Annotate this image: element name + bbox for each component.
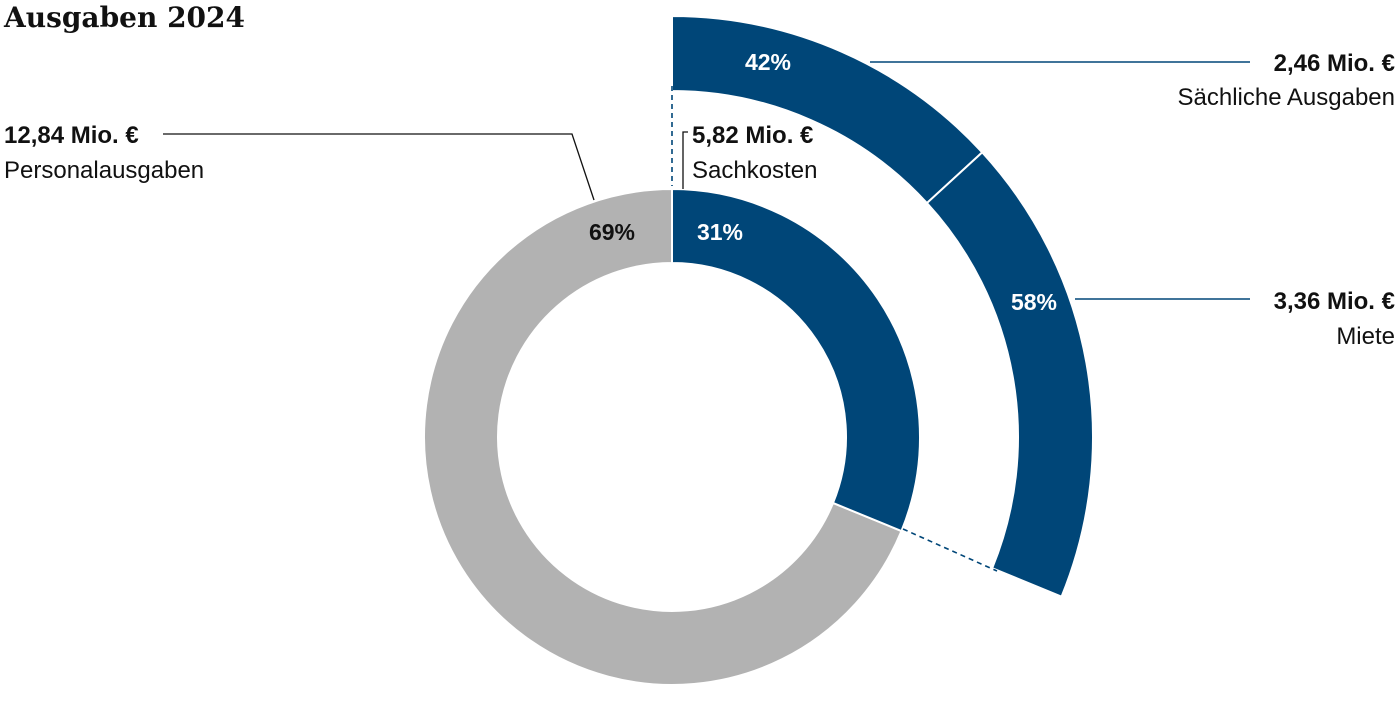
category-label-miete: Miete <box>1336 323 1395 350</box>
slice-personalausgaben <box>423 187 903 686</box>
value-label-sachkosten: 5,82 Mio. € <box>692 122 813 149</box>
value-label-saechliche-ausgaben: 2,46 Mio. € <box>1274 50 1395 77</box>
slice-sachkosten <box>671 187 921 533</box>
slice-miete <box>925 150 1094 598</box>
category-label-personalausgaben: Personalausgaben <box>4 157 204 184</box>
slices <box>423 14 1094 686</box>
pct-label-miete: 58% <box>1011 289 1057 315</box>
value-label-personalausgaben: 12,84 Mio. € <box>4 122 139 149</box>
pct-label-personalausgaben: 69% <box>589 219 635 245</box>
category-label-saechliche-ausgaben: Sächliche Ausgaben <box>1178 84 1396 111</box>
leader-line-sachkosten <box>682 131 688 189</box>
chart-title: Ausgaben 2024 <box>3 1 245 34</box>
breakdown-connector-bottom <box>902 528 998 572</box>
pct-label-saechliche-ausgaben: 42% <box>745 49 791 75</box>
pct-label-sachkosten: 31% <box>697 219 743 245</box>
value-label-miete: 3,36 Mio. € <box>1274 288 1395 315</box>
leader-line-personalausgaben <box>163 133 595 201</box>
category-label-sachkosten: Sachkosten <box>692 157 817 184</box>
